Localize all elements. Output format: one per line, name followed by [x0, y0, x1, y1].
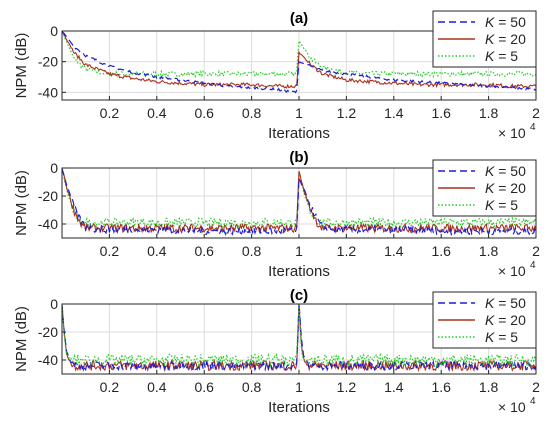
x-tick-label: 0.2 — [100, 379, 120, 395]
y-tick-label: -20 — [38, 188, 58, 204]
x-tick-label: 0.6 — [194, 243, 214, 259]
x-tick-label: 1 — [295, 379, 303, 395]
y-tick-label: -40 — [38, 352, 58, 368]
panel-title: (b) — [289, 149, 308, 166]
x-axis-label: Iterations — [268, 263, 330, 280]
x-tick-label: 0.2 — [100, 243, 120, 259]
x-multiplier-exponent: 4 — [530, 396, 536, 407]
panel-c: 0.2 0.4 0.6 0.8 1 1.2 1.4 1.6 1.8 2 0 -20 -40 (c) NPM … — [13, 287, 540, 416]
x-axis-label: Iterations — [268, 125, 330, 142]
panel-title: (c) — [290, 287, 308, 304]
series-line-k-20 — [62, 304, 536, 373]
x-tick-label: 0.4 — [147, 379, 167, 395]
legend-label: K = 20 — [485, 31, 526, 47]
x-tick-label: 1.2 — [337, 379, 357, 395]
x-tick-label: 1.6 — [431, 379, 451, 395]
x-tick-label: 1.4 — [384, 105, 404, 121]
x-multiplier: × 10 — [498, 263, 526, 279]
x-tick-label: 0.8 — [242, 379, 262, 395]
y-tick-label: 0 — [50, 23, 58, 39]
x-tick-label: 1.8 — [479, 379, 499, 395]
series-line-k-20 — [62, 31, 536, 89]
series-line-k-20 — [62, 168, 536, 235]
legend-label: K = 50 — [485, 295, 526, 311]
panel-b: 0.2 0.4 0.6 0.8 1 1.2 1.4 1.6 1.8 2 0 -20 -40 (b) NPM … — [13, 149, 540, 280]
legend-label: K = 5 — [485, 197, 518, 213]
x-multiplier-exponent: 4 — [530, 122, 536, 133]
x-tick-label: 2 — [532, 379, 540, 395]
legend: K = 50K = 20K = 5 — [432, 10, 537, 68]
y-axis-label: NPM (dB) — [13, 33, 30, 99]
x-tick-label: 0.4 — [147, 105, 167, 121]
y-tick-label: 0 — [50, 160, 58, 176]
y-axis-label: NPM (dB) — [13, 170, 30, 236]
legend: K = 50K = 20K = 5 — [432, 291, 537, 349]
x-tick-label: 1.6 — [431, 105, 451, 121]
series-line-k-50 — [62, 31, 536, 94]
x-tick-label: 1.8 — [479, 105, 499, 121]
legend-label: K = 5 — [485, 329, 518, 345]
panel-a: 0.2 0.4 0.6 0.8 1 1.2 1.4 1.6 1.8 2 0 -20 -40 (a) NPM … — [13, 10, 540, 142]
x-tick-label: 2 — [532, 105, 540, 121]
x-tick-label: 1.6 — [431, 243, 451, 259]
legend-label: K = 5 — [485, 48, 518, 64]
x-tick-label: 0.8 — [242, 105, 262, 121]
x-tick-label: 1 — [295, 243, 303, 259]
x-tick-label: 0.2 — [100, 105, 120, 121]
x-tick-label: 2 — [532, 243, 540, 259]
x-tick-label: 0.6 — [194, 105, 214, 121]
y-tick-label: -40 — [38, 84, 58, 100]
legend-label: K = 20 — [485, 312, 526, 328]
x-multiplier-exponent: 4 — [530, 260, 536, 271]
series-line-k-50 — [62, 168, 536, 237]
x-tick-label: 0.8 — [242, 243, 262, 259]
x-tick-label: 1 — [295, 105, 303, 121]
x-tick-label: 0.6 — [194, 379, 214, 395]
legend-label: K = 50 — [485, 14, 526, 30]
x-tick-label: 1.8 — [479, 243, 499, 259]
y-tick-label: -20 — [38, 54, 58, 70]
series-line-k-5 — [62, 168, 536, 230]
panel-title: (a) — [290, 10, 308, 27]
legend: K = 50K = 20K = 5 — [432, 159, 537, 217]
y-tick-label: -40 — [38, 216, 58, 232]
x-axis-label: Iterations — [268, 399, 330, 416]
x-tick-label: 1.4 — [384, 379, 404, 395]
series-line-k-50 — [62, 304, 536, 372]
y-tick-label: -20 — [38, 324, 58, 340]
x-multiplier: × 10 — [498, 399, 526, 415]
y-axis-label: NPM (dB) — [13, 306, 30, 372]
x-tick-label: 1.2 — [337, 105, 357, 121]
series-line-k-5 — [62, 304, 536, 368]
x-tick-label: 0.4 — [147, 243, 167, 259]
x-multiplier: × 10 — [498, 125, 526, 141]
legend-label: K = 50 — [485, 163, 526, 179]
x-tick-label: 1.2 — [337, 243, 357, 259]
x-tick-label: 1.4 — [384, 243, 404, 259]
legend-label: K = 20 — [485, 180, 526, 196]
y-tick-label: 0 — [50, 296, 58, 312]
